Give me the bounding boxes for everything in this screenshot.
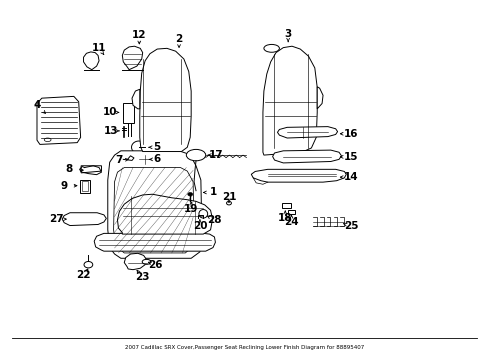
Text: 24: 24 [284,217,298,227]
Polygon shape [81,181,88,192]
Circle shape [187,193,192,196]
Ellipse shape [44,138,51,141]
Text: 21: 21 [221,192,236,202]
Text: 8: 8 [65,164,72,174]
Ellipse shape [186,149,205,161]
Polygon shape [277,127,337,138]
Text: 23: 23 [135,272,150,282]
Polygon shape [37,96,81,144]
Polygon shape [132,89,140,109]
Ellipse shape [226,201,231,205]
Polygon shape [81,166,102,173]
Text: 13: 13 [104,126,118,136]
Text: 14: 14 [343,172,358,182]
Text: 11: 11 [92,43,106,53]
Polygon shape [80,180,90,193]
Polygon shape [272,150,341,163]
Ellipse shape [264,44,279,52]
Polygon shape [124,253,146,270]
Text: 18: 18 [277,213,292,223]
Text: 19: 19 [183,204,198,214]
FancyBboxPatch shape [282,203,290,208]
Text: 26: 26 [148,260,162,270]
Text: 9: 9 [61,181,67,191]
Polygon shape [122,46,142,70]
Text: 1: 1 [209,188,216,197]
Text: 2007 Cadillac SRX Cover,Passenger Seat Reclining Lower Finish Diagram for 888954: 2007 Cadillac SRX Cover,Passenger Seat R… [124,346,364,350]
Text: 10: 10 [102,107,117,117]
Circle shape [139,155,151,164]
Text: 22: 22 [76,270,91,280]
Text: 2: 2 [175,35,183,44]
Ellipse shape [199,210,207,218]
Polygon shape [263,46,317,155]
Text: 20: 20 [192,221,207,231]
Polygon shape [107,151,202,258]
Polygon shape [83,52,99,70]
Text: 17: 17 [209,150,223,160]
Circle shape [84,261,93,268]
Text: 15: 15 [343,152,358,162]
Text: 12: 12 [132,30,146,40]
Text: 4: 4 [33,100,41,110]
Ellipse shape [142,259,151,264]
Polygon shape [94,233,215,251]
Text: 25: 25 [343,221,358,231]
Text: 3: 3 [284,29,291,39]
FancyBboxPatch shape [123,103,134,123]
Polygon shape [317,87,323,109]
FancyBboxPatch shape [287,210,294,214]
Text: 5: 5 [153,142,161,152]
Text: 28: 28 [207,215,221,225]
Polygon shape [117,194,212,234]
Polygon shape [113,167,194,253]
Polygon shape [62,213,106,226]
Text: 6: 6 [153,154,161,165]
Text: 27: 27 [49,214,63,224]
Polygon shape [140,48,191,152]
Text: 7: 7 [116,156,123,166]
Polygon shape [251,169,346,182]
Text: 16: 16 [343,129,358,139]
